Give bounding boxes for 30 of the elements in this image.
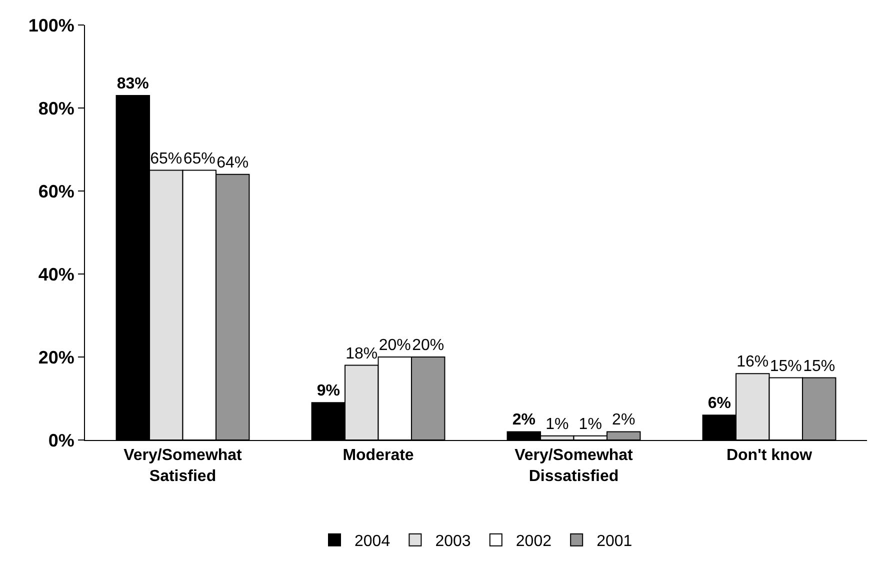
data-label: 9% — [316, 382, 340, 400]
data-label: 20% — [378, 337, 411, 354]
data-label: 6% — [708, 395, 731, 412]
x-tick-label: Don't know — [726, 447, 813, 464]
data-label: 2% — [512, 412, 536, 429]
data-label: 1% — [546, 416, 569, 433]
x-tick-label: Very/Somewhat Satisfied — [124, 447, 243, 485]
legend-label: 2002 — [516, 533, 552, 550]
data-label: 65% — [150, 150, 182, 168]
legend-label: 2001 — [596, 533, 632, 550]
y-tick-label: 0% — [48, 430, 74, 450]
y-tick-label: 100% — [28, 15, 74, 36]
legend-label: 2004 — [354, 533, 390, 550]
data-label: 64% — [216, 154, 249, 172]
x-tick-label: Moderate — [342, 447, 414, 464]
data-label: 16% — [736, 354, 769, 371]
data-label: 2% — [612, 412, 636, 429]
data-label: 65% — [183, 150, 216, 168]
data-label: 83% — [116, 76, 149, 93]
x-tick-label: Very/Somewhat Dissatisfied — [514, 447, 634, 485]
y-tick-label: 20% — [38, 347, 74, 368]
data-label: 1% — [578, 416, 602, 433]
y-tick-label: 60% — [38, 181, 74, 202]
data-label: 20% — [412, 337, 444, 354]
y-tick-label: 80% — [38, 98, 74, 118]
data-label: 15% — [803, 358, 836, 375]
y-tick-label: 40% — [38, 264, 74, 284]
data-label: 15% — [770, 358, 802, 375]
legend-label: 2003 — [435, 533, 471, 550]
data-label: 18% — [346, 345, 378, 362]
